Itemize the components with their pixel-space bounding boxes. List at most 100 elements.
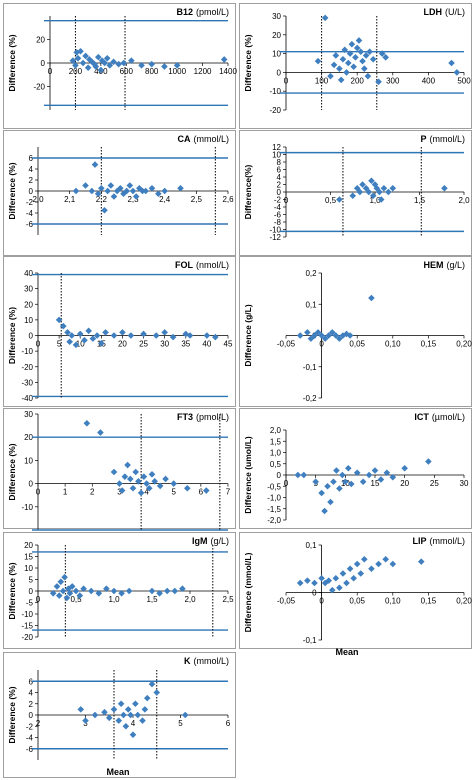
ldh-xtick-label: 200 [351, 76, 365, 85]
ict-point [324, 482, 331, 490]
ldh-point [359, 57, 366, 65]
hem-point [311, 332, 318, 339]
fol-point [152, 332, 160, 339]
hem-ytick-label: -0,1 [303, 363, 317, 372]
ict-point [327, 498, 334, 506]
ft3-xtick-label: 3 [117, 488, 122, 497]
hem-point [332, 332, 340, 339]
ft3-ytick-label: 0 [29, 480, 34, 489]
ldh-title: LDH (U/L) [424, 7, 466, 17]
ldh-point [350, 63, 357, 71]
b12-point [115, 60, 122, 68]
ft3-xtick-label: 2 [90, 488, 95, 497]
ca-title-name: CA [178, 134, 191, 144]
p-frame [239, 130, 472, 256]
hem-point [318, 332, 325, 339]
hem-point [321, 335, 329, 342]
ict-ytick-label: 0 [277, 471, 282, 480]
k-point [148, 680, 156, 688]
b12-point [101, 59, 108, 67]
igm-point [49, 590, 57, 597]
ldh-point [369, 55, 377, 63]
ca-point [88, 187, 96, 195]
ldh-ytick-label: 10 [272, 50, 281, 59]
ft3-xtick-label: 6 [199, 488, 204, 497]
p-point [359, 181, 366, 188]
ca-title: CA (mmol/L) [178, 134, 230, 144]
ict-ytick-label: -1,0 [267, 494, 281, 503]
igm-point [148, 587, 156, 595]
ldh-xtick-label: 300 [386, 76, 400, 85]
ft3-chart: FT3 (pmol/L)Difference (%) 0 1 2 3 4 5 6 7-100102… [3, 408, 236, 531]
lip-title-unit: (mmol/L) [430, 536, 466, 546]
ft3-point [116, 480, 123, 487]
k-point [117, 700, 125, 708]
k-point [105, 714, 113, 722]
p-ytick-label: 12 [272, 143, 281, 152]
fol-point [89, 335, 97, 342]
hem-point [336, 335, 343, 342]
ldh-point [314, 57, 322, 65]
fol-point [110, 332, 118, 339]
ca-point [82, 182, 89, 189]
lip-point [417, 558, 425, 565]
fol-title-unit: (nmol/L) [196, 260, 229, 270]
k-title: K (mmol/L) [184, 656, 229, 666]
igm-point [63, 594, 71, 602]
ft3-xtick-label: 5 [171, 488, 176, 497]
fol-ytick-label: -10 [21, 347, 33, 356]
lip-point [318, 574, 325, 582]
ft3-point [137, 489, 145, 497]
k-point [181, 711, 189, 719]
hem-xtick-label: -0,05 [277, 340, 296, 349]
ict-ytick-label: 1,5 [270, 437, 282, 446]
ca-point [126, 182, 134, 189]
igm-point [118, 590, 125, 597]
ca-ytick-label: 4 [29, 165, 34, 174]
ca-point [94, 190, 102, 198]
fol-ytick-label: -40 [21, 394, 33, 403]
hem-xtick-label: 0,20 [456, 340, 472, 349]
b12-point [74, 55, 82, 62]
igm-point [68, 583, 76, 590]
fol-point [66, 338, 73, 346]
ca-xtick-label: 2,3 [127, 195, 139, 204]
ca-title-unit: (mmol/L) [194, 134, 230, 144]
ft3-point [148, 471, 156, 478]
ft3-point [126, 475, 134, 483]
p-point [389, 184, 397, 192]
k-title-unit: (mmol/L) [194, 656, 230, 666]
ca-ytick-label: 0 [29, 187, 34, 196]
b12-point [161, 63, 168, 70]
lip-point [336, 584, 343, 592]
igm-point [72, 587, 80, 595]
ldh-ylabel: Difference (%) [243, 34, 253, 91]
b12-point [220, 56, 228, 63]
fol-ytick-label: 10 [24, 316, 33, 325]
ict-point [330, 478, 337, 486]
hem-point [339, 332, 347, 339]
ict-point [365, 471, 373, 479]
lip-point [368, 565, 375, 573]
ca-ytick-label: -6 [26, 220, 34, 229]
ict-point [339, 471, 346, 479]
p-ylabel: Difference(%) [243, 164, 253, 219]
p-xtick-label: 0 [284, 196, 289, 205]
b12-point [72, 62, 79, 69]
p-title-unit: (mmol/L) [430, 134, 466, 144]
ict-ytick-label: -1,5 [267, 505, 281, 514]
b12-point [173, 62, 181, 69]
igm-point [59, 587, 67, 595]
ca-ytick-label: 6 [29, 154, 34, 163]
p-ytick-label: 8 [277, 158, 282, 167]
k-point [122, 722, 130, 730]
igm-point [95, 590, 103, 597]
ft3-point [143, 480, 150, 487]
fol-point [119, 329, 126, 336]
ict-point [300, 471, 308, 479]
ca-point [72, 187, 80, 195]
lip-point [311, 579, 318, 587]
p-point [356, 188, 364, 196]
ldh-point [448, 59, 455, 67]
